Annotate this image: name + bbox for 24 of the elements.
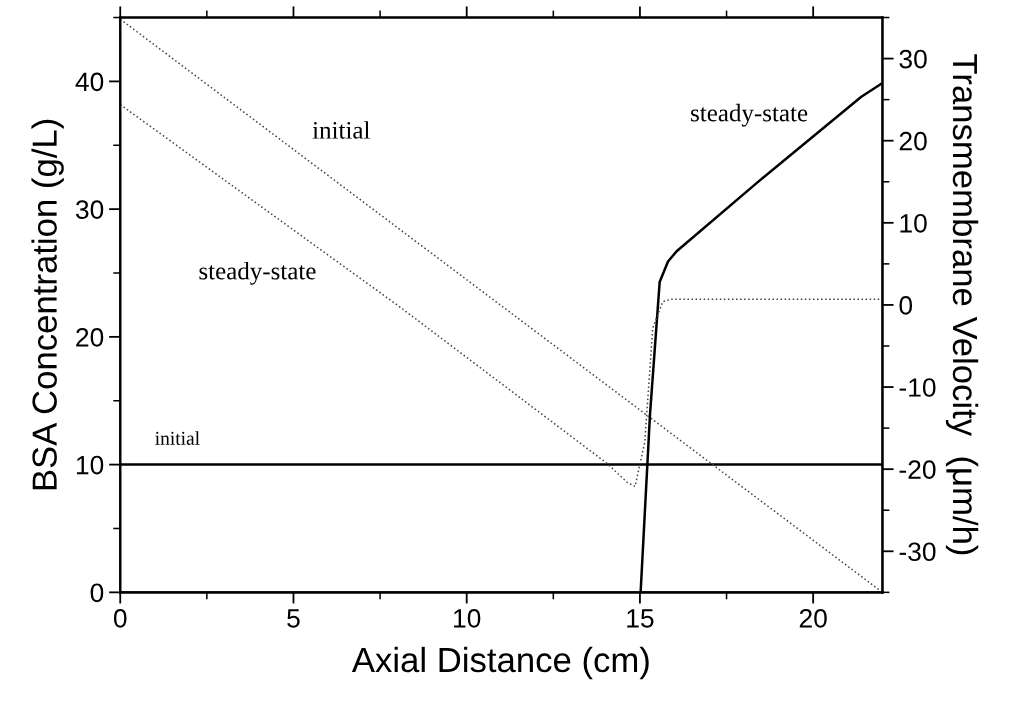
- y2-axis-title: Transmembrane Velocity (μm/h): [945, 54, 979, 555]
- y-axis-title: BSA Concentration (g/L): [31, 119, 64, 490]
- annotation: initial: [155, 431, 200, 445]
- x-tick-label: 5: [287, 609, 300, 628]
- y-tick-label: 20: [76, 328, 104, 347]
- x-tick-label: 20: [799, 609, 827, 628]
- y2-tick-label: 0: [899, 296, 913, 315]
- y-tick-label: 0: [90, 583, 104, 603]
- y2-tick-label: 10: [900, 213, 927, 233]
- x-tick-label: 15: [627, 609, 654, 628]
- x-axis-title: Axial Distance (cm): [351, 646, 649, 680]
- y-tick-label: 40: [75, 72, 104, 92]
- y2-tick-label: -20: [899, 460, 936, 479]
- y2-tick-label: -10: [899, 378, 936, 397]
- y2-tick-label: -30: [899, 542, 936, 562]
- annotation: initial: [312, 121, 370, 139]
- y-tick-label: 10: [76, 455, 104, 475]
- x-tick-label: 0: [113, 609, 127, 628]
- y2-tick-label: 30: [899, 49, 927, 69]
- annotation: steady-state: [691, 103, 808, 127]
- x-tick-label: 10: [454, 609, 481, 628]
- annotation: steady-state: [199, 261, 316, 285]
- y-tick-label: 30: [75, 200, 104, 219]
- y2-tick-label: 20: [899, 131, 927, 151]
